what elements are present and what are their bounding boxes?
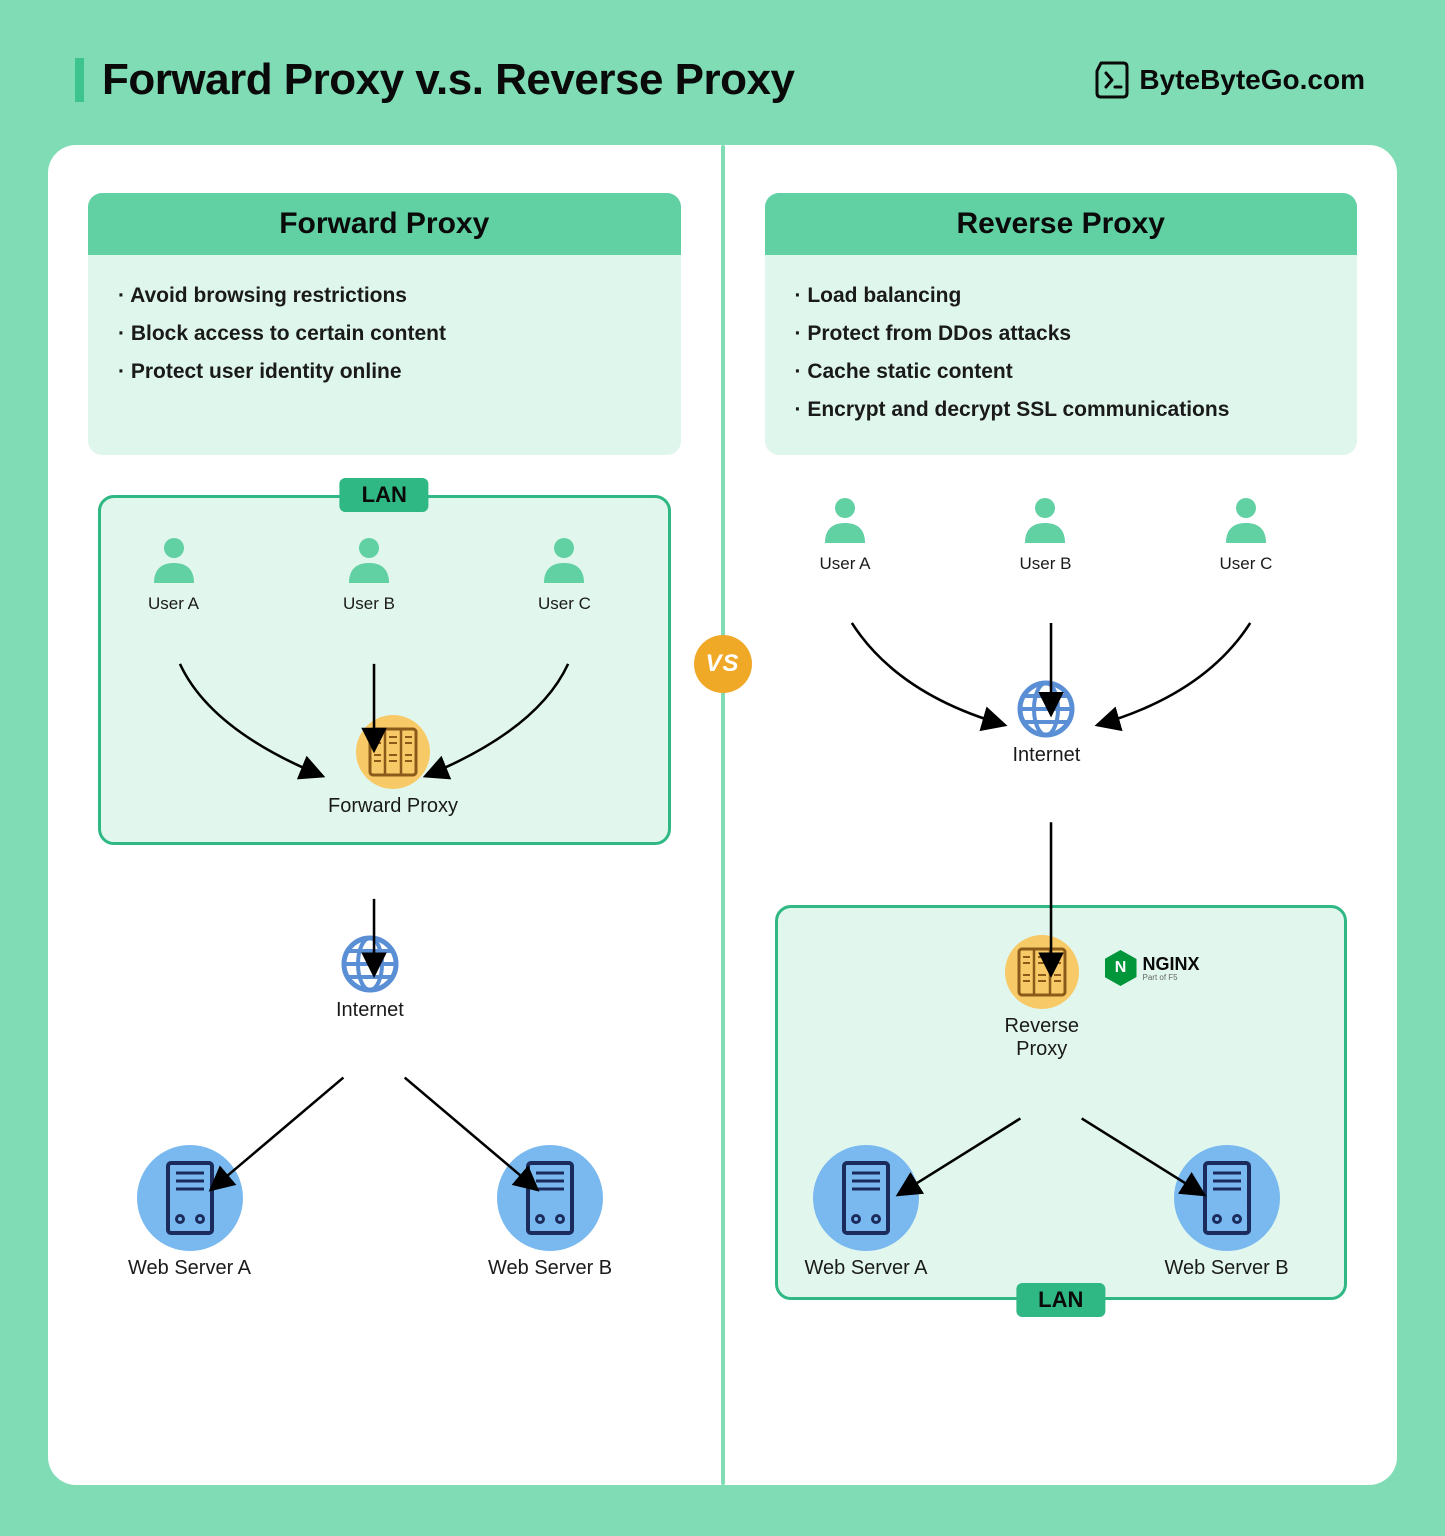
proxy-label: Forward Proxy <box>328 795 458 818</box>
user-node: User C <box>538 535 591 614</box>
server-label: Web Server B <box>488 1257 612 1280</box>
right-bullet: · Load balancing <box>795 277 1328 315</box>
left-section-body: · Avoid browsing restrictions · Block ac… <box>88 255 681 455</box>
internet-label: Internet <box>1013 744 1081 767</box>
user-label: User C <box>538 594 591 614</box>
title-accent-bar <box>75 58 84 102</box>
user-icon <box>540 535 588 583</box>
left-bullet: · Protect user identity online <box>118 353 651 391</box>
right-bullet-text: Load balancing <box>807 284 961 307</box>
left-section-title: Forward Proxy <box>88 193 681 255</box>
brand-icon <box>1095 61 1129 99</box>
globe-icon <box>341 935 399 993</box>
comparison-card: Forward Proxy · Avoid browsing restricti… <box>48 145 1397 1485</box>
server-node: Web Server B <box>488 1145 612 1280</box>
nginx-badge: N NGINX Part of F5 <box>1105 950 1200 986</box>
server-icon <box>1174 1145 1280 1251</box>
right-section-body: · Load balancing · Protect from DDos att… <box>765 255 1358 455</box>
internet-node: Internet <box>336 935 404 1022</box>
user-icon <box>150 535 198 583</box>
left-bullet: · Block access to certain content <box>118 315 651 353</box>
page-title: Forward Proxy v.s. Reverse Proxy <box>102 55 794 105</box>
user-label: User B <box>343 594 395 614</box>
server-node: Web Server B <box>1165 1145 1289 1280</box>
server-label: Web Server B <box>1165 1257 1289 1280</box>
nginx-subtext: Part of F5 <box>1143 973 1200 982</box>
user-node: User C <box>1220 495 1273 574</box>
user-node: User B <box>343 535 395 614</box>
user-node: User A <box>820 495 871 574</box>
server-label: Web Server A <box>805 1257 928 1280</box>
vs-badge: VS <box>694 635 752 693</box>
globe-icon <box>1017 680 1075 738</box>
header: Forward Proxy v.s. Reverse Proxy ByteByt… <box>0 0 1445 135</box>
right-lan-label: LAN <box>1016 1283 1105 1317</box>
right-section-title: Reverse Proxy <box>765 193 1358 255</box>
user-node: User B <box>1020 495 1072 574</box>
right-bullet: · Cache static content <box>795 353 1328 391</box>
server-node: Web Server A <box>805 1145 928 1280</box>
server-label: Web Server A <box>128 1257 251 1280</box>
right-panel: Reverse Proxy · Load balancing · Protect… <box>725 145 1398 1485</box>
left-bullet-text: Protect user identity online <box>131 360 402 383</box>
left-diagram: LAN User A User B User C Forward Proxy <box>88 455 681 1455</box>
internet-label: Internet <box>336 999 404 1022</box>
user-node: User A <box>148 535 199 614</box>
reverse-proxy-node: Reverse Proxy <box>1005 935 1079 1061</box>
right-bullet-text: Protect from DDos attacks <box>807 322 1071 345</box>
user-icon <box>821 495 869 543</box>
user-icon <box>345 535 393 583</box>
user-label: User B <box>1020 554 1072 574</box>
server-icon <box>137 1145 243 1251</box>
server-icon <box>497 1145 603 1251</box>
forward-proxy-node: Forward Proxy <box>328 715 458 818</box>
proxy-icon <box>1005 935 1079 1009</box>
right-bullet-text: Cache static content <box>807 360 1012 383</box>
title-wrap: Forward Proxy v.s. Reverse Proxy <box>75 55 794 105</box>
user-icon <box>1021 495 1069 543</box>
brand-text: ByteByteGo.com <box>1139 64 1365 96</box>
proxy-label: Reverse Proxy <box>1005 1015 1079 1061</box>
right-diagram: User A User B User C Internet LAN <box>765 455 1358 1455</box>
left-panel: Forward Proxy · Avoid browsing restricti… <box>48 145 721 1485</box>
nginx-icon: N <box>1105 950 1137 986</box>
right-bullet-text: Encrypt and decrypt SSL communications <box>807 398 1229 421</box>
proxy-icon <box>356 715 430 789</box>
right-bullet: · Encrypt and decrypt SSL communications <box>795 391 1328 429</box>
internet-node: Internet <box>1013 680 1081 767</box>
left-bullet: · Avoid browsing restrictions <box>118 277 651 315</box>
nginx-text: NGINX <box>1143 955 1200 973</box>
right-bullet: · Protect from DDos attacks <box>795 315 1328 353</box>
left-lan-label: LAN <box>340 478 429 512</box>
user-icon <box>1222 495 1270 543</box>
user-label: User A <box>820 554 871 574</box>
server-node: Web Server A <box>128 1145 251 1280</box>
brand: ByteByteGo.com <box>1095 61 1365 99</box>
server-icon <box>813 1145 919 1251</box>
user-label: User A <box>148 594 199 614</box>
left-bullet-text: Block access to certain content <box>131 322 446 345</box>
user-label: User C <box>1220 554 1273 574</box>
left-bullet-text: Avoid browsing restrictions <box>130 284 407 307</box>
